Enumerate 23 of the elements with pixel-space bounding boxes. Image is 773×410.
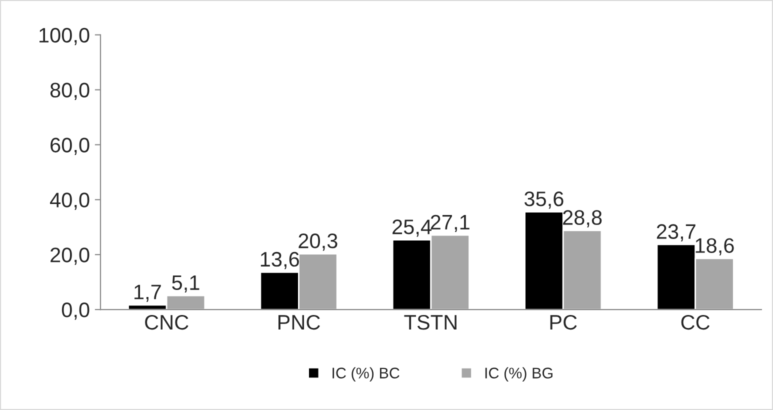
legend-label: IC (%) BC — [332, 367, 400, 382]
data-label: 28,8 — [563, 210, 602, 228]
data-label: 35,6 — [524, 191, 564, 209]
data-label: 25,4 — [392, 220, 432, 237]
x-tick-label: PNC — [278, 314, 320, 330]
data-label: 20,3 — [298, 234, 338, 251]
data-label: 13,6 — [260, 252, 299, 270]
data-label: 1,7 — [134, 284, 161, 302]
data-label: 27,1 — [430, 214, 470, 232]
x-tick-label: CNC — [145, 314, 188, 330]
data-label: 18,6 — [696, 238, 734, 256]
y-tick-label: 0,0 — [62, 302, 90, 320]
y-tick-label: 60,0 — [50, 138, 90, 155]
data-label: 5,1 — [172, 275, 200, 292]
x-tick-label: TSTN — [404, 314, 456, 330]
y-tick-label: 20,0 — [50, 248, 90, 265]
data-label: 23,7 — [656, 224, 696, 242]
x-tick-label: PC — [550, 314, 577, 330]
y-tick-label: 100,0 — [40, 28, 90, 46]
y-tick-label: 80,0 — [50, 82, 90, 100]
x-tick-label: CC — [681, 314, 710, 330]
legend-label: IC (%) BG — [485, 367, 552, 382]
y-tick-label: 40,0 — [50, 192, 90, 210]
